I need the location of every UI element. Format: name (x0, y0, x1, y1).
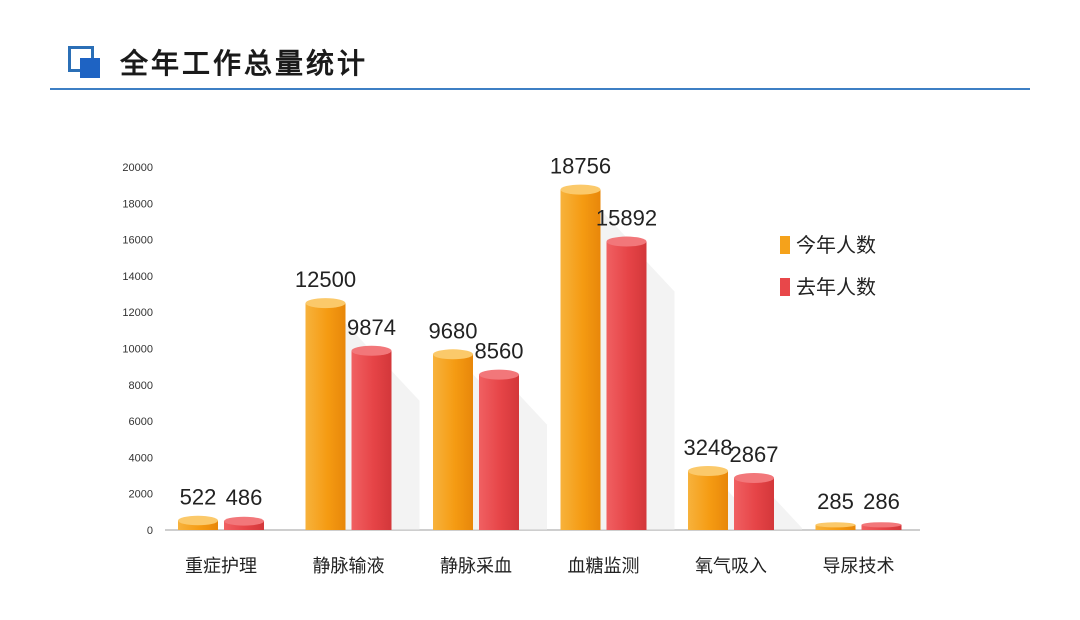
bar-top-cap (606, 236, 647, 247)
y-tick-label: 16000 (122, 235, 153, 247)
bar-this-year (305, 303, 346, 530)
data-label: 2867 (730, 442, 779, 467)
legend-swatch (780, 236, 790, 254)
data-label: 9680 (429, 318, 478, 343)
category-label: 血糖监测 (568, 556, 640, 577)
bar-top-cap (305, 298, 346, 309)
y-tick-label: 6000 (129, 416, 153, 428)
y-tick-label: 18000 (122, 198, 153, 210)
bar-last-year (479, 374, 519, 530)
legend-swatch (780, 278, 790, 296)
data-label: 12500 (295, 267, 356, 292)
category-label: 重症护理 (185, 556, 257, 577)
y-tick-label: 2000 (129, 489, 153, 501)
data-label: 522 (180, 485, 217, 510)
bar-this-year (688, 471, 728, 530)
data-label: 286 (863, 489, 900, 514)
data-label: 486 (226, 485, 263, 510)
bar-top-cap (861, 522, 902, 528)
y-tick-label: 12000 (122, 307, 153, 319)
page-title: 全年工作总量统计 (120, 47, 369, 80)
bar-top-cap (815, 522, 856, 528)
bar-last-year (224, 521, 264, 530)
bar-last-year (606, 241, 647, 531)
header: 全年工作总量统计 (68, 40, 368, 84)
data-label: 15892 (596, 206, 657, 231)
data-label: 3248 (684, 435, 733, 460)
bar-shadow (646, 261, 675, 530)
category-label: 静脉输液 (313, 556, 385, 577)
category-label: 氧气吸入 (695, 556, 767, 577)
bar-last-year (734, 477, 774, 530)
bar-top-cap (224, 516, 264, 526)
bar-this-year (433, 354, 473, 530)
y-tick-label: 0 (147, 525, 153, 537)
bar-top-cap (734, 472, 774, 483)
data-label: 8560 (475, 339, 524, 364)
bar-top-cap (560, 184, 601, 195)
bar-shadow (774, 497, 802, 530)
square-logo-icon (68, 44, 104, 80)
y-tick-label: 14000 (122, 271, 153, 283)
bar-last-year (351, 350, 392, 530)
bar-top-cap (178, 515, 218, 526)
bar-top-cap (688, 466, 728, 477)
bar-top-cap (479, 369, 519, 380)
title-divider (50, 88, 1030, 90)
legend-label: 去年人数 (796, 275, 876, 299)
category-label: 导尿技术 (823, 556, 895, 577)
bar-top-cap (433, 349, 473, 360)
data-label: 18756 (550, 154, 611, 179)
bar-top-cap (351, 345, 392, 356)
y-tick-label: 10000 (122, 344, 153, 356)
data-label: 9874 (347, 315, 396, 340)
data-label: 285 (817, 489, 854, 514)
y-tick-label: 20000 (122, 162, 153, 174)
y-tick-label: 8000 (129, 380, 153, 392)
legend-label: 今年人数 (796, 233, 876, 257)
bar-last-year (861, 524, 902, 530)
y-tick-label: 4000 (129, 452, 153, 464)
bar-shadow (391, 370, 420, 530)
bar-shadow (519, 394, 547, 530)
bar-this-year (560, 189, 601, 530)
category-label: 静脉采血 (440, 556, 512, 577)
